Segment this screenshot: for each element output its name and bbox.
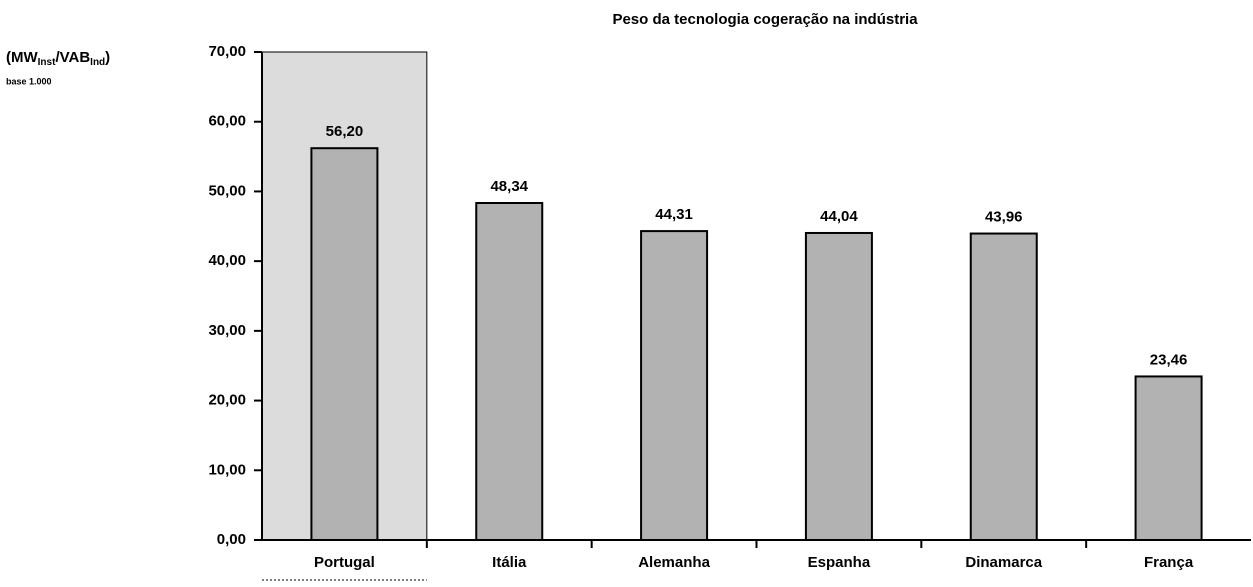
x-tick-label: Alemanha — [638, 554, 710, 571]
value-label: 56,20 — [326, 123, 364, 140]
chart-title: Peso da tecnologia cogeração na indústri… — [612, 11, 918, 28]
bar — [1134, 375, 1203, 541]
x-tick-label: Espanha — [808, 554, 871, 571]
value-label: 44,31 — [655, 206, 693, 223]
y-tick-label: 40,00 — [208, 252, 246, 269]
value-label: 23,46 — [1150, 351, 1188, 368]
value-label: 48,34 — [490, 178, 528, 195]
y-tick-label: 20,00 — [208, 392, 246, 409]
x-tick-label: Dinamarca — [965, 554, 1042, 571]
y-tick-label: 70,00 — [208, 43, 246, 60]
x-tick-label: Portugal — [314, 554, 375, 571]
value-label: 44,04 — [820, 208, 858, 225]
y-axis-label: (MWInst/VABInd) — [6, 49, 110, 68]
x-tick-label: França — [1144, 554, 1194, 571]
bar — [804, 231, 873, 542]
y-tick-label: 60,00 — [208, 113, 246, 130]
y-tick-label: 50,00 — [208, 182, 246, 199]
y-tick-label: 30,00 — [208, 322, 246, 339]
y-tick-label: 0,00 — [217, 531, 246, 548]
bar — [640, 230, 709, 541]
bar — [310, 147, 379, 541]
bar — [969, 232, 1038, 541]
bar — [475, 202, 544, 542]
y-tick-label: 10,00 — [208, 461, 246, 478]
y-axis-note: base 1.000 — [6, 76, 52, 86]
x-tick-label: Itália — [492, 554, 527, 571]
value-label: 43,96 — [985, 209, 1023, 226]
